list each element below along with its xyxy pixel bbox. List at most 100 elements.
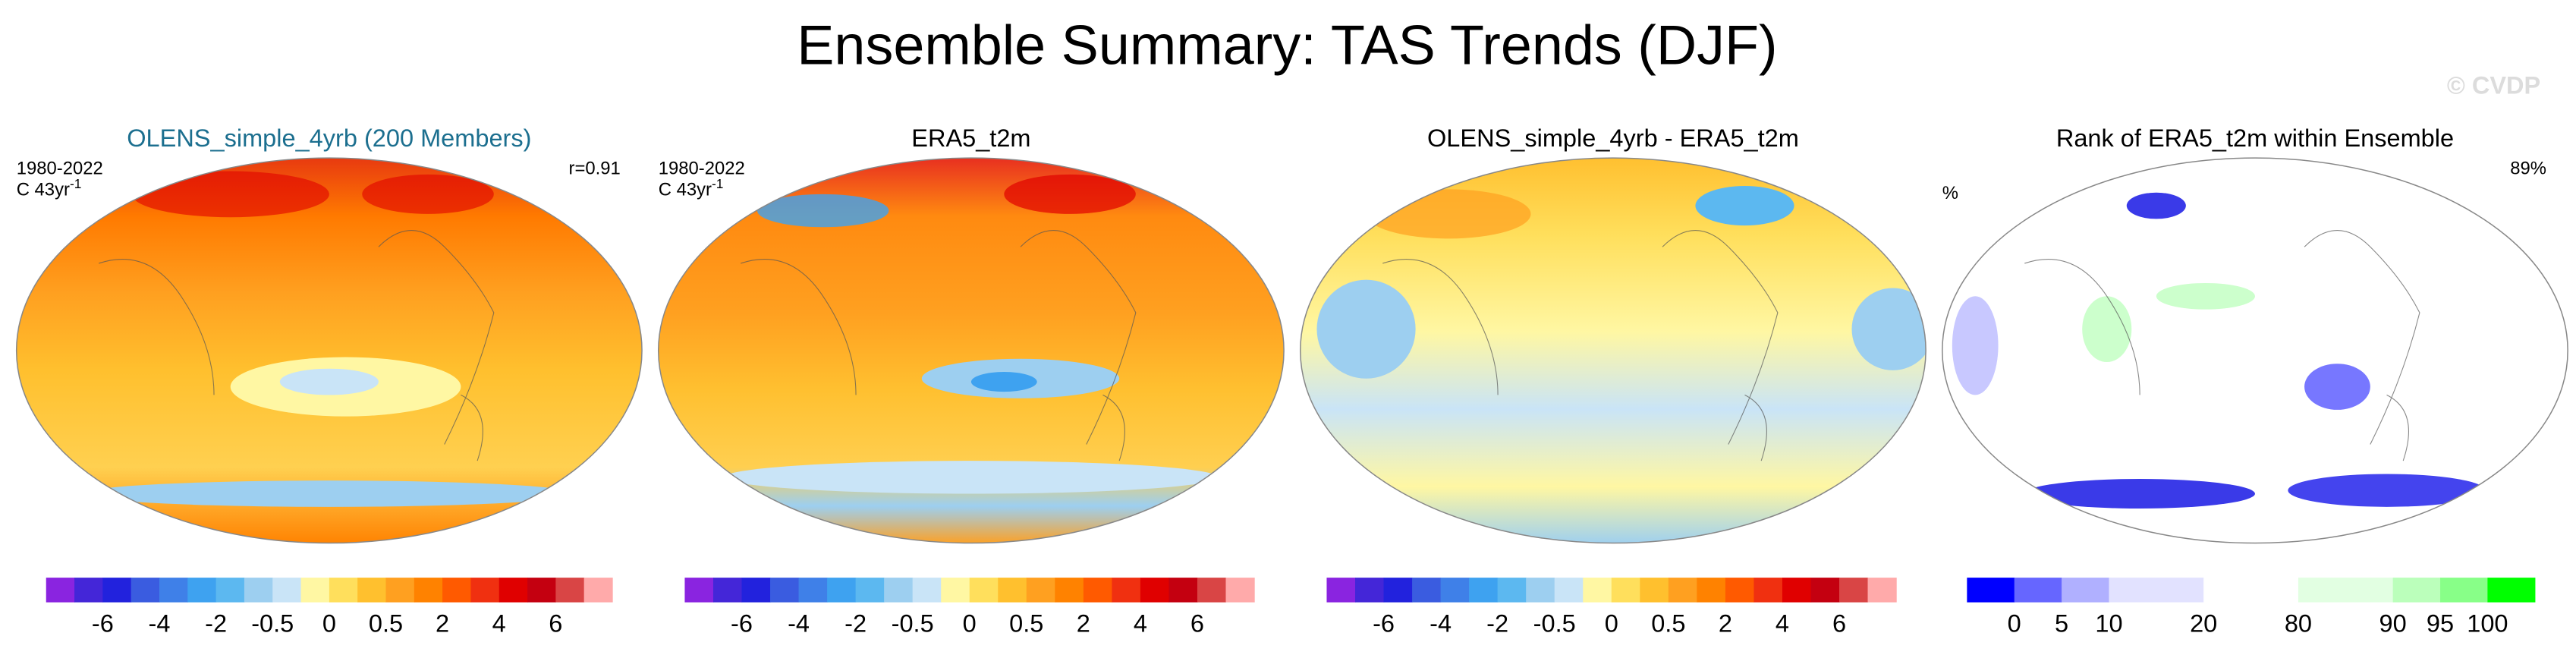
colorbar-box [2392, 578, 2441, 603]
colorbar-box [2440, 578, 2489, 603]
map-border [1300, 157, 1926, 544]
colorbar-box [1440, 578, 1470, 603]
colorbar-box [1225, 578, 1255, 603]
colorbar-tick-label: 6 [549, 610, 562, 638]
figure-title: Ensemble Summary: TAS Trends (DJF) [797, 14, 1777, 77]
colorbar-tick-label: -0.5 [251, 610, 294, 638]
colorbar-box [798, 578, 828, 603]
colorbar-box [884, 578, 914, 603]
colorbar-box [1867, 578, 1897, 603]
colorbar-box [1383, 578, 1413, 603]
panel-title: OLENS_simple_4yrb - ERA5_t2m [1427, 124, 1799, 152]
map-border [657, 157, 1285, 544]
colorbar-tick-label: 2 [1077, 610, 1090, 638]
colorbar-tick-label: 2 [436, 610, 449, 638]
colorbar-box [272, 578, 302, 603]
colorbar-tick-label: 4 [492, 610, 506, 638]
colorbar-box [1355, 578, 1385, 603]
colorbar-tick-label: -6 [1373, 610, 1395, 638]
watermark: © CVDP [2447, 72, 2540, 99]
colorbar-box [1554, 578, 1584, 603]
colorbar-tick-label: 10 [2095, 610, 2122, 638]
colorbar-box [969, 578, 999, 603]
colorbar-box [1083, 578, 1113, 603]
colorbar-tick-label: 0 [2008, 610, 2021, 638]
units-exponent: -1 [70, 175, 81, 191]
colorbar-box [470, 578, 500, 603]
colorbar-box [2487, 578, 2536, 603]
colorbar-box [1611, 578, 1640, 603]
colorbar-tick-label: 0 [322, 610, 336, 638]
colorbar-box [74, 578, 104, 603]
colorbar-tick-label: 100 [2467, 610, 2508, 638]
colorbar-box [2298, 578, 2394, 603]
colorbar-box [1782, 578, 1812, 603]
colorbar-box [1967, 578, 2015, 603]
colorbar-box [998, 578, 1027, 603]
colorbar-box [46, 578, 75, 603]
colorbar-box [1412, 578, 1442, 603]
map [1942, 158, 2568, 543]
colorbar-box [583, 578, 613, 603]
colorbar-box [215, 578, 245, 603]
colorbar-box [712, 578, 743, 603]
colorbar-box [1583, 578, 1612, 603]
colorbar-tick-label: 4 [1776, 610, 1789, 638]
period-label: 1980-2022 [659, 159, 745, 179]
colorbar-tick-label: 6 [1190, 610, 1204, 638]
colorbar-box [684, 578, 714, 603]
colorbar-tick-label: -6 [92, 610, 114, 638]
colorbar-tick-label: 0.5 [369, 610, 403, 638]
colorbar-box [357, 578, 387, 603]
colorbar-box [741, 578, 771, 603]
colorbar-box [1469, 578, 1499, 603]
units-text: C 43yr [17, 180, 70, 200]
colorbar-box [385, 578, 415, 603]
colorbar-box [855, 578, 885, 603]
colorbar-box [1055, 578, 1084, 603]
colorbar-box [1026, 578, 1055, 603]
colorbar-tick-label: 20 [2190, 610, 2217, 638]
map-border [15, 157, 643, 544]
stat-label: r=0.91 [569, 159, 621, 179]
colorbar-tick-label: 5 [2055, 610, 2068, 638]
map-border [1942, 157, 2568, 544]
colorbar-tick-label: -0.5 [892, 610, 934, 638]
colorbar-box [1668, 578, 1698, 603]
colorbar-tick-label: -2 [1486, 610, 1508, 638]
panel-title: Rank of ERA5_t2m within Ensemble [2056, 124, 2454, 152]
period-label: 1980-2022 [17, 159, 103, 179]
colorbar-box [1839, 578, 1869, 603]
colorbar-tick-label: -4 [1430, 610, 1452, 638]
colorbar-tick-label: -0.5 [1533, 610, 1576, 638]
units-text: % [1942, 183, 1958, 203]
colorbar-tick-label: -6 [731, 610, 753, 638]
panel-title: ERA5_t2m [911, 124, 1030, 152]
colorbar-box [414, 578, 443, 603]
colorbar-box [244, 578, 273, 603]
colorbar-box [1640, 578, 1669, 603]
colorbar-tick-label: 6 [1832, 610, 1846, 638]
colorbar-box [159, 578, 188, 603]
colorbar-box [827, 578, 857, 603]
units-exponent: -1 [712, 175, 723, 191]
colorbar-box [1754, 578, 1783, 603]
colorbar-box [1810, 578, 1840, 603]
colorbar-tick-label: 0 [963, 610, 977, 638]
colorbar-box [1140, 578, 1170, 603]
colorbar-box [2014, 578, 2062, 603]
colorbar-box [1197, 578, 1227, 603]
colorbar-box [442, 578, 472, 603]
units-text: C 43yr [659, 180, 712, 200]
stat-label: 89% [2510, 159, 2546, 179]
panel-title: OLENS_simple_4yrb (200 Members) [127, 124, 531, 152]
colorbar-box [1112, 578, 1141, 603]
map [16, 158, 643, 543]
units-label: % [1942, 183, 1958, 203]
colorbar-box [329, 578, 358, 603]
units-label: C 43yr-1 [659, 175, 724, 200]
colorbar-box [555, 578, 585, 603]
colorbar-tick-label: 0.5 [1651, 610, 1685, 638]
colorbar-box [102, 578, 132, 603]
